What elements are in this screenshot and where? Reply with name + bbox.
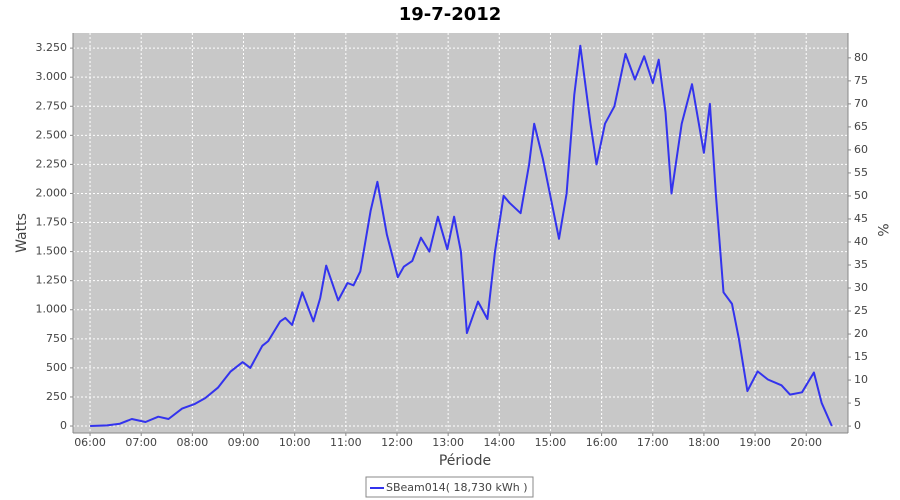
legend-label: SBeam014( 18,730 kWh ) <box>386 481 528 494</box>
y2-tick-label: 45 <box>854 212 868 225</box>
y-tick-label: 250 <box>46 390 67 403</box>
plot-area <box>73 33 848 433</box>
x-tick-label: 19:00 <box>739 436 771 449</box>
x-tick-label: 17:00 <box>637 436 669 449</box>
y-tick-label: 0 <box>60 419 67 432</box>
y-tick-label: 1.750 <box>36 216 68 229</box>
y-tick-label: 2.250 <box>36 157 68 170</box>
x-tick-label: 13:00 <box>432 436 464 449</box>
x-tick-label: 16:00 <box>586 436 618 449</box>
y2-tick-label: 50 <box>854 189 868 202</box>
x-tick-label: 12:00 <box>381 436 413 449</box>
y-tick-label: 3.000 <box>36 70 68 83</box>
y2-tick-label: 20 <box>854 327 868 340</box>
x-tick-label: 06:00 <box>74 436 106 449</box>
y-tick-label: 2.750 <box>36 99 68 112</box>
y2-tick-label: 60 <box>854 143 868 156</box>
x-tick-label: 08:00 <box>177 436 209 449</box>
y2-tick-label: 25 <box>854 304 868 317</box>
x-axis-label: Période <box>439 453 491 469</box>
x-tick-label: 20:00 <box>790 436 822 449</box>
y-tick-label: 2.000 <box>36 186 68 199</box>
y2-tick-label: 15 <box>854 350 868 363</box>
x-tick-label: 07:00 <box>125 436 157 449</box>
x-tick-label: 14:00 <box>483 436 515 449</box>
y2-tick-label: 35 <box>854 258 868 271</box>
y2-tick-label: 40 <box>854 235 868 248</box>
y2-axis-label: % <box>874 223 890 236</box>
x-tick-label: 09:00 <box>228 436 260 449</box>
y-axis-label: Watts <box>14 213 30 253</box>
legend <box>365 476 534 498</box>
x-tick-label: 10:00 <box>279 436 311 449</box>
y-tick-label: 1.000 <box>36 303 68 316</box>
series-line <box>90 44 833 427</box>
y2-tick-label: 5 <box>854 396 861 409</box>
y-tick-label: 1.250 <box>36 274 68 287</box>
y2-tick-label: 30 <box>854 281 868 294</box>
chart-title: 19-7-2012 <box>399 4 502 25</box>
y-tick-label: 1.500 <box>36 245 68 258</box>
x-tick-label: 15:00 <box>535 436 567 449</box>
y2-tick-label: 70 <box>854 97 868 110</box>
y2-tick-label: 55 <box>854 166 868 179</box>
y2-tick-label: 10 <box>854 373 868 386</box>
y-tick-label: 500 <box>46 361 67 374</box>
y-tick-label: 750 <box>46 332 67 345</box>
y2-tick-label: 65 <box>854 120 868 133</box>
y2-tick-label: 80 <box>854 51 868 64</box>
y-tick-label: 2.500 <box>36 128 68 141</box>
y2-tick-label: 0 <box>854 419 861 432</box>
x-tick-label: 11:00 <box>330 436 362 449</box>
y2-tick-label: 75 <box>854 74 868 87</box>
x-tick-label: 18:00 <box>688 436 720 449</box>
y-tick-label: 3.250 <box>36 41 68 54</box>
